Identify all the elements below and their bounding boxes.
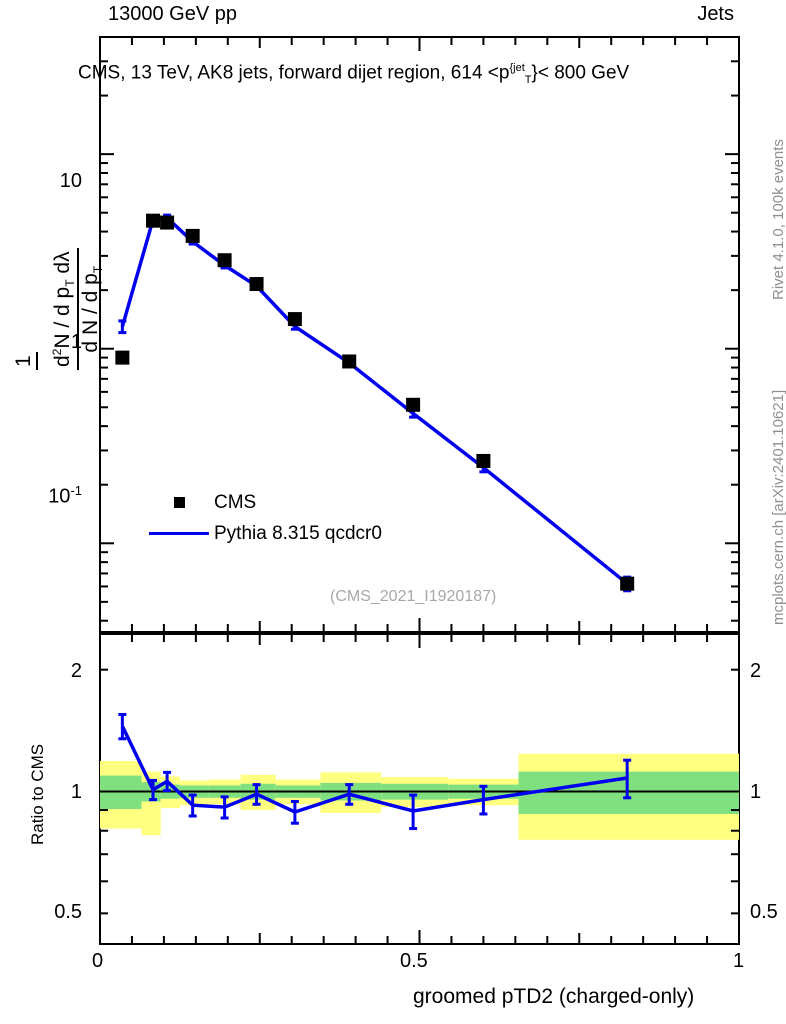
analysis-id-watermark: (CMS_2021_I1920187) xyxy=(330,588,497,605)
y-tick-label-10: 10 xyxy=(59,170,82,192)
x-tick-label-1: 1 xyxy=(733,950,745,972)
ratio-y-tick-1-right: 1 xyxy=(750,781,762,803)
data-marker xyxy=(620,576,635,591)
data-marker xyxy=(185,228,200,243)
data-marker xyxy=(342,354,357,369)
y-tick-label-0p1: 10-1 xyxy=(48,483,82,508)
plot-title-subscript: T xyxy=(524,74,532,87)
ratio-y-tick-1-left: 1 xyxy=(70,781,82,803)
legend-marker-square xyxy=(144,497,214,508)
legend-label-pythia: Pythia 8.315 qcdcr0 xyxy=(214,522,382,544)
rivet-version-text: Rivet 4.1.0, 100k events xyxy=(770,139,786,300)
data-marker xyxy=(160,215,175,230)
data-marker xyxy=(217,253,232,268)
legend-item-pythia[interactable]: Pythia 8.315 qcdcr0 xyxy=(144,518,382,549)
plot-title-superscript: {jet xyxy=(509,62,525,74)
ratio-band-inner xyxy=(518,771,739,814)
legend: CMS Pythia 8.315 qcdcr0 xyxy=(144,487,382,549)
ratio-y-tick-2-left: 2 xyxy=(70,660,82,682)
ratio-y-tick-0p5-left: 0.5 xyxy=(54,901,82,923)
ratio-y-tick-0p5-right: 0.5 xyxy=(750,901,778,923)
legend-marker-line xyxy=(144,532,214,535)
ratio-y-axis-label: Ratio to CMS xyxy=(28,743,47,845)
ratio-y-tick-2-right: 2 xyxy=(750,660,762,682)
legend-item-cms[interactable]: CMS xyxy=(144,487,382,518)
mcplots-source-text: mcplots.cern.ch [arXiv:2401.10621] xyxy=(770,389,786,625)
y-tick-label-1: 1 xyxy=(70,331,82,353)
x-tick-label-0p5: 0.5 xyxy=(400,950,428,972)
x-axis-label: groomed pTD2 (charged-only) xyxy=(413,985,695,1008)
x-tick-label-0: 0 xyxy=(92,950,104,972)
data-marker xyxy=(115,350,130,365)
plot-title-prefix: CMS, 13 TeV, AK8 jets, forward dijet reg… xyxy=(78,62,510,84)
data-marker xyxy=(406,397,421,412)
legend-label-cms: CMS xyxy=(214,491,257,513)
plot-title: CMS, 13 TeV, AK8 jets, forward dijet reg… xyxy=(78,62,629,86)
plot-title-suffix: }< 800 GeV xyxy=(531,62,630,84)
data-marker xyxy=(287,312,302,327)
data-marker xyxy=(146,213,161,228)
data-marker xyxy=(476,453,491,468)
data-marker xyxy=(249,277,264,292)
header-left-text: 13000 GeV pp xyxy=(108,3,237,25)
header-right-text: Jets xyxy=(697,3,734,25)
